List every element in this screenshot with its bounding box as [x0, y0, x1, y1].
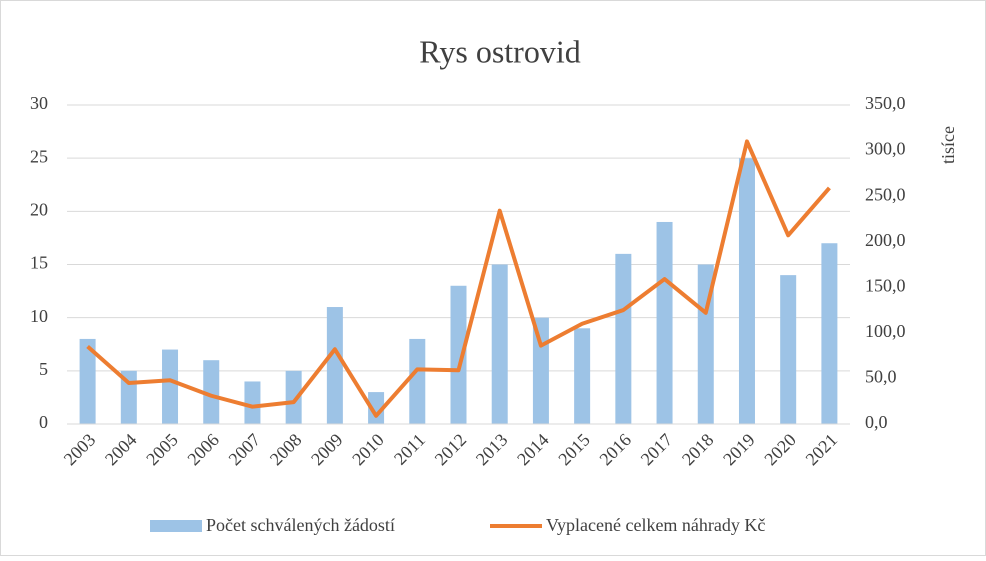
y2-tick-label: 100,0 [865, 321, 906, 341]
y2-tick-label: 50,0 [865, 367, 897, 387]
legend-label: Počet schválených žádostí [206, 515, 395, 535]
y-tick-label: 10 [30, 306, 48, 326]
y-tick-label: 15 [30, 253, 48, 273]
y2-tick-label: 200,0 [865, 230, 906, 250]
y2-tick-label: 150,0 [865, 275, 906, 295]
bar [615, 253, 632, 424]
bar [450, 285, 467, 424]
bar [656, 221, 673, 424]
y2-tick-label: 350,0 [865, 93, 906, 113]
bar [79, 338, 96, 424]
line [86, 139, 831, 418]
bar [738, 158, 755, 424]
bar [203, 360, 220, 424]
bar [162, 349, 179, 424]
bar [285, 370, 302, 424]
bar [574, 328, 591, 424]
legend-swatch [150, 520, 202, 532]
y-tick-label: 30 [30, 93, 48, 113]
chart-title: Rys ostrovid [419, 33, 580, 69]
bar [780, 275, 797, 424]
bar [368, 392, 385, 424]
legend-label: Vyplacené celkem náhrady Kč [546, 515, 765, 535]
bar [491, 264, 508, 424]
y-tick-label: 25 [30, 146, 48, 166]
bar [244, 381, 261, 424]
y-tick-label: 20 [30, 199, 48, 219]
bar [409, 338, 426, 424]
y2-tick-label: 250,0 [865, 184, 906, 204]
bar [326, 307, 343, 424]
bar [821, 243, 838, 424]
y-tick-label: 5 [39, 359, 48, 379]
y2-tick-label: 0,0 [865, 412, 888, 432]
y2-axis-label: tisíce [938, 126, 958, 164]
y2-tick-label: 300,0 [865, 139, 906, 159]
y-tick-label: 0 [39, 412, 48, 432]
